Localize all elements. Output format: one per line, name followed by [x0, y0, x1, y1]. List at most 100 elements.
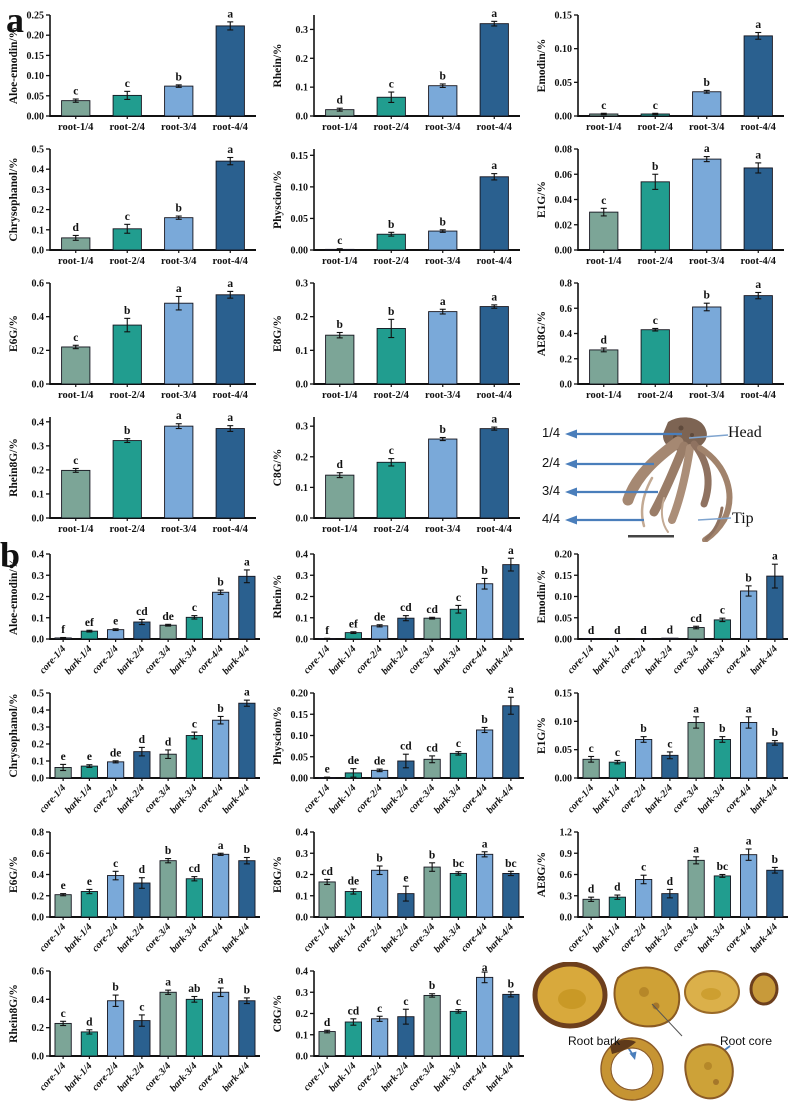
sig-letter: de: [162, 611, 174, 623]
chart-b-c8g: 0.0 0.1 0.2 0.3 0.4 C8G/% d core-1/4 cd bark-1/4 c…: [268, 962, 532, 1101]
x-tick-label: bark-1/4: [591, 922, 623, 955]
bar: [212, 853, 230, 918]
y-tick-label: 0.5: [32, 145, 45, 156]
y-tick-label: 0.3: [32, 185, 45, 196]
x-tick-label: root-3/4: [161, 390, 197, 401]
bar: [428, 438, 458, 519]
y-tick-label: 0.10: [555, 44, 573, 55]
sig-letter: a: [508, 545, 514, 557]
x-tick-label: bark-2/4: [644, 922, 676, 955]
y-tick-label: 0.2: [32, 346, 45, 357]
sig-letter: a: [693, 703, 699, 715]
panel-b-label: b: [0, 535, 21, 575]
sig-letter: b: [376, 853, 382, 865]
sig-letter: b: [429, 980, 435, 992]
bar: [215, 294, 245, 385]
bar: [112, 440, 142, 519]
panel-a-label: a: [6, 0, 24, 40]
y-tick-label: 0.1: [296, 83, 309, 94]
bar: [325, 474, 355, 519]
root-bark-label: Root bark: [568, 1034, 621, 1048]
bar: [449, 872, 467, 918]
y-tick-label: 0.2: [296, 452, 309, 463]
sig-letter: a: [165, 977, 171, 989]
x-tick-label: root-2/4: [110, 256, 146, 267]
sig-letter: e: [87, 876, 92, 888]
sig-letter: b: [217, 577, 223, 589]
y-axis-title: C8G/%: [272, 995, 284, 1033]
bar: [164, 302, 194, 385]
x-tick-label: bark-3/4: [432, 1061, 464, 1094]
y-tick-label: 0.05: [555, 613, 573, 624]
bar: [185, 616, 203, 640]
chart-a-ae8g: 0.0 0.2 0.4 0.6 0.8 AE8G/% d root-1/4 c root-2/4 b…: [532, 274, 796, 408]
sig-letter: b: [772, 727, 778, 739]
sig-letter: bc: [717, 861, 729, 873]
y-tick-label: 0.0: [560, 913, 573, 924]
chart-b-rhein: 0.0 0.1 0.2 0.3 0.4 Rhein/% f core-1/4 ef bark-1/…: [268, 545, 532, 684]
bar-chart: 0.00 0.02 0.04 0.06 0.08 E1G/% c root-1/4 b root-…: [536, 143, 784, 267]
sig-letter: d: [73, 222, 80, 234]
bar: [766, 742, 784, 779]
bar: [428, 85, 458, 117]
sig-letter: c: [456, 738, 461, 750]
sig-letter: c: [192, 602, 197, 614]
y-tick-label: 0.0: [32, 514, 45, 525]
sig-letter: b: [704, 290, 710, 302]
y-tick-label: 0.1: [32, 489, 45, 500]
sig-letter: cd: [400, 741, 412, 753]
x-tick-label: bark-4/4: [221, 922, 253, 955]
bar: [61, 346, 91, 385]
sig-letter: b: [704, 77, 710, 89]
sig-letter: de: [348, 875, 360, 887]
x-tick-label: root-4/4: [213, 524, 249, 535]
x-tick-label: bark-4/4: [485, 922, 517, 955]
bar: [212, 991, 230, 1057]
chart-b-e6g: 0.0 0.2 0.4 0.6 0.8 E6G/% e core-1/4 e bark-1/4 c c…: [4, 823, 268, 962]
y-tick-label: 0.05: [27, 91, 45, 102]
y-tick-label: 0.1: [32, 757, 45, 768]
x-tick-label: root-1/4: [586, 256, 622, 267]
root-section-photo-panel: Root bark Root core: [532, 961, 796, 1101]
bar: [238, 702, 256, 779]
sig-letter: d: [337, 95, 344, 107]
sig-letter: f: [61, 624, 65, 636]
sig-letter: a: [491, 8, 497, 20]
bar: [479, 23, 509, 117]
y-tick-label: 0.2: [296, 870, 309, 881]
bar-chart: 0.000.050.100.150.20Physcion/%ecore-1/4d…: [272, 684, 524, 816]
y-tick-label: 0.2: [296, 312, 309, 323]
bar: [376, 461, 406, 519]
x-tick-label: root-2/4: [374, 524, 410, 535]
sig-letter: c: [73, 332, 78, 344]
sig-letter: b: [440, 216, 446, 228]
sig-letter: a: [244, 556, 250, 568]
sig-letter: d: [614, 625, 621, 637]
y-tick-label: 0.05: [291, 214, 309, 225]
sig-letter: ef: [349, 618, 358, 630]
bar: [212, 719, 230, 779]
y-tick-label: 0.2: [32, 891, 45, 902]
sig-letter: c: [125, 78, 130, 90]
y-tick-label: 0.20: [27, 31, 45, 42]
sig-letter: c: [377, 1003, 382, 1015]
sig-letter: c: [73, 455, 78, 467]
y-tick-label: 0.1: [32, 225, 45, 236]
x-tick-label: bark-1/4: [63, 644, 95, 677]
sig-letter: b: [745, 572, 751, 584]
bar-chart: 0.0 0.1 0.2 0.3 0.4 0.5 Chrysophanol/% d root-1/…: [8, 144, 256, 267]
sig-letter: b: [481, 565, 487, 577]
sig-letter: a: [482, 838, 488, 850]
y-axis-title: E6G/%: [8, 315, 20, 352]
x-tick-label: bark-3/4: [696, 644, 728, 677]
x-tick-label: root-2/4: [110, 390, 146, 401]
x-tick-label: bark-4/4: [485, 783, 517, 816]
x-tick-label: root-3/4: [161, 256, 197, 267]
sig-letter: cd: [189, 863, 201, 875]
y-axis-title: Rhein/%: [272, 574, 284, 618]
x-tick-label: root-3/4: [425, 122, 461, 133]
bar-chart: 0.0 0.1 0.2 0.3 Rhein/% d root-1/4 c root-2/4 b ro…: [272, 8, 520, 133]
